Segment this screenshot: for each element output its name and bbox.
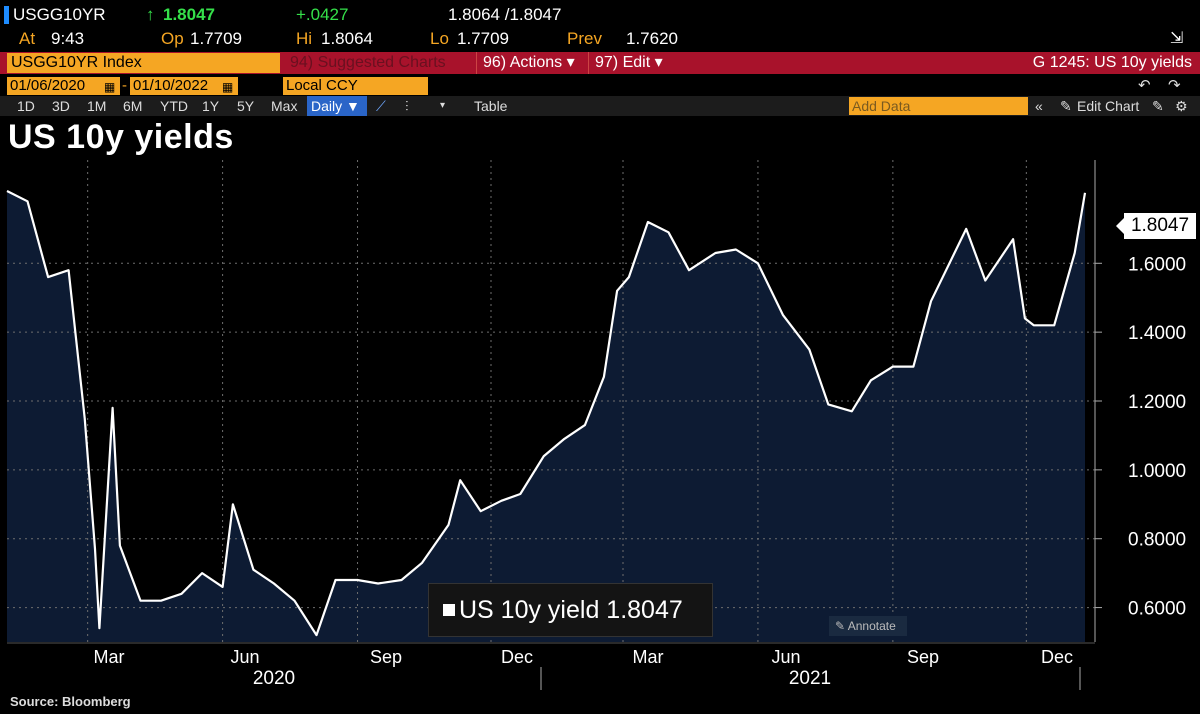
frequency-select[interactable]: Daily ▼ xyxy=(307,96,367,116)
gear-icon[interactable]: ⚙ xyxy=(1175,98,1188,114)
command-bar: USGG10YR Index 94) Suggested Charts 96) … xyxy=(0,52,1200,74)
redo-icon[interactable]: ↷ xyxy=(1168,77,1181,94)
range-6m[interactable]: 6M xyxy=(123,98,143,114)
edit-menu[interactable]: 97) Edit ▾ xyxy=(588,52,669,74)
settings-icon[interactable]: ✎ xyxy=(1152,98,1164,114)
x-tick-label: Dec xyxy=(1041,647,1073,667)
table-button[interactable]: Table xyxy=(474,98,508,114)
x-tick-label: Mar xyxy=(633,647,664,667)
share-icon[interactable]: ⇲ xyxy=(1170,30,1184,47)
low-label: Lo xyxy=(430,29,449,48)
security-field[interactable]: USGG10YR Index xyxy=(7,53,280,73)
bid-ask: 1.8064 /1.8047 xyxy=(448,5,562,24)
calendar-icon[interactable]: ▦ xyxy=(222,80,234,94)
suggested-charts-menu[interactable]: 94) Suggested Charts xyxy=(290,54,446,71)
chart-type-icon[interactable]: ⫶ xyxy=(405,98,409,114)
quote-bar: USGG10YR ↑ 1.8047 +.0427 1.8064 /1.8047 xyxy=(0,4,1200,26)
x-tick-label: Sep xyxy=(370,647,402,667)
x-year-label: 2020 xyxy=(253,668,295,689)
ticker-label[interactable]: USGG10YR xyxy=(13,5,106,24)
y-tick-label: 0.6000 xyxy=(1128,599,1186,620)
last-value-tag: 1.8047 xyxy=(1116,213,1196,239)
dropdown-icon[interactable]: ▾ xyxy=(440,100,446,111)
y-tick-label: 1.6000 xyxy=(1128,254,1186,275)
chart-id: G 1245: US 10y yields xyxy=(1032,54,1192,71)
currency-select[interactable]: Local CCY xyxy=(283,77,428,95)
x-year-label: 2021 xyxy=(789,668,831,689)
stats-bar: At 9:43 Op 1.7709 Hi 1.8064 Lo 1.7709 Pr… xyxy=(0,28,1200,50)
date-separator: - xyxy=(122,77,127,94)
x-tick-label: Mar xyxy=(94,647,125,667)
series-area xyxy=(7,191,1085,642)
date-range-bar: 01/06/2020 ▦ - 01/10/2022 ▦ Local CCY ↶ … xyxy=(0,76,1200,96)
last-price: 1.8047 xyxy=(163,5,215,24)
range-ytd[interactable]: YTD xyxy=(160,98,188,114)
legend-label: US 10y yield 1.8047 xyxy=(459,596,683,624)
undo-icon[interactable]: ↶ xyxy=(1138,77,1151,94)
range-max[interactable]: Max xyxy=(271,98,298,114)
x-tick-label: Sep xyxy=(907,647,939,667)
chart-title: US 10y yields xyxy=(8,118,234,156)
source-note: Source: Bloomberg xyxy=(10,694,131,709)
net-change: +.0427 xyxy=(296,5,349,24)
y-tick-label: 1.2000 xyxy=(1128,392,1186,413)
range-1m[interactable]: 1M xyxy=(87,98,107,114)
prev-value: 1.7620 xyxy=(626,29,678,48)
high-value: 1.8064 xyxy=(321,29,373,48)
up-arrow-icon: ↑ xyxy=(146,5,155,24)
annotate-button[interactable]: ✎ Annotate xyxy=(829,616,907,636)
line-chart-icon[interactable]: ⟋ xyxy=(376,98,386,114)
y-tick-label: 1.4000 xyxy=(1128,323,1186,344)
range-3d[interactable]: 3D xyxy=(52,98,70,114)
edit-chart-button[interactable]: Edit Chart xyxy=(1077,98,1140,114)
open-label: Op xyxy=(161,29,184,48)
high-label: Hi xyxy=(296,29,313,48)
add-data-input[interactable]: Add Data xyxy=(849,97,1028,115)
x-tick-label: Jun xyxy=(771,647,800,667)
prev-label: Prev xyxy=(567,29,602,48)
range-1d[interactable]: 1D xyxy=(17,98,35,114)
collapse-icon[interactable]: « xyxy=(1035,98,1043,114)
x-tick-label: Jun xyxy=(230,647,259,667)
start-date-input[interactable]: 01/06/2020 xyxy=(7,77,120,95)
x-tick-label: Dec xyxy=(501,647,533,667)
series-line xyxy=(6,190,1087,637)
pencil-icon[interactable]: ✎ xyxy=(1060,98,1072,114)
ticker-marker xyxy=(4,6,9,24)
at-label: At xyxy=(19,29,36,48)
low-value: 1.7709 xyxy=(457,29,509,48)
chart-toolbar: 1D 3D 1M 6M YTD 1Y 5Y Max Daily ▼ ⟋ ⫶ ▾ … xyxy=(0,96,1200,116)
open-value: 1.7709 xyxy=(190,29,242,48)
end-date-input[interactable]: 01/10/2022 xyxy=(130,77,238,95)
legend-swatch xyxy=(443,604,455,616)
legend: US 10y yield 1.8047 xyxy=(428,583,713,637)
range-5y[interactable]: 5Y xyxy=(237,98,255,114)
y-tick-label: 0.8000 xyxy=(1128,530,1186,551)
range-1y[interactable]: 1Y xyxy=(202,98,220,114)
y-tick-label: 1.0000 xyxy=(1128,461,1186,482)
annotate-label: Annotate xyxy=(847,619,896,633)
calendar-icon[interactable]: ▦ xyxy=(104,80,116,94)
at-value: 9:43 xyxy=(51,29,85,48)
actions-menu[interactable]: 96) Actions ▾ xyxy=(476,52,581,74)
